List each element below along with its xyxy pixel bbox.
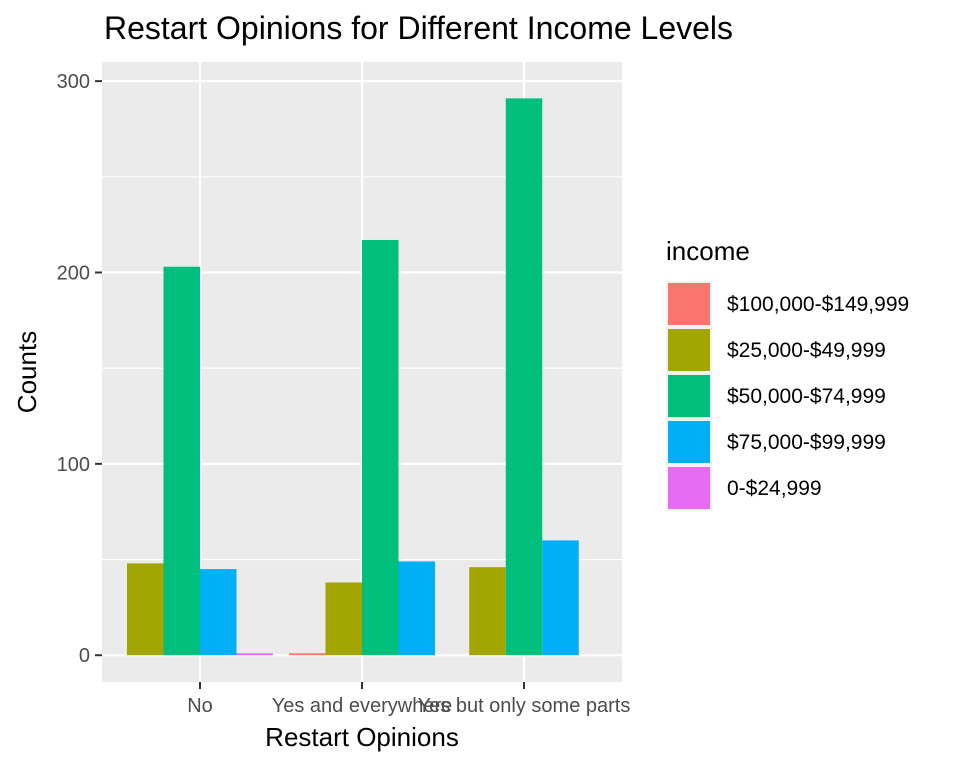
y-tick-label: 100 (57, 454, 90, 476)
legend-swatch (668, 421, 710, 463)
x-tick-label: Yes but only some parts (418, 695, 631, 717)
legend-swatch (668, 283, 710, 325)
bar (362, 239, 399, 656)
legend-label: $75,000-$99,999 (727, 431, 886, 454)
y-tick-label: 200 (57, 262, 90, 284)
bars (127, 98, 579, 656)
legend-title: income (666, 236, 750, 266)
legend-label: $25,000-$49,999 (727, 339, 886, 362)
bar (289, 653, 326, 656)
y-axis-title: Counts (12, 331, 42, 413)
chart-title: Restart Opinions for Different Income Le… (104, 10, 734, 46)
y-axis: 0 100 200 300 (57, 71, 102, 667)
x-axis-title: Restart Opinions (265, 722, 459, 752)
x-tick-label: Yes and everywhere (272, 695, 453, 717)
legend-label: $100,000-$149,999 (727, 293, 909, 316)
bar (469, 567, 506, 656)
legend-swatch (668, 329, 710, 371)
bar (163, 266, 200, 656)
bar (542, 540, 579, 656)
legend-swatch (668, 467, 710, 509)
bar (505, 98, 543, 656)
y-tick-label: 300 (57, 71, 90, 93)
bar (200, 569, 237, 656)
bar (127, 563, 164, 656)
legend-label: $50,000-$74,999 (727, 385, 886, 408)
y-tick-label: 0 (79, 645, 90, 667)
bar (398, 561, 435, 656)
bar (236, 653, 273, 656)
x-tick-label: No (187, 695, 213, 717)
legend-label: 0-$24,999 (727, 477, 822, 500)
legend-swatch (668, 375, 710, 417)
legend: income $100,000-$149,999 $25,000-$49,999 $… (666, 236, 909, 511)
bar (325, 582, 362, 656)
